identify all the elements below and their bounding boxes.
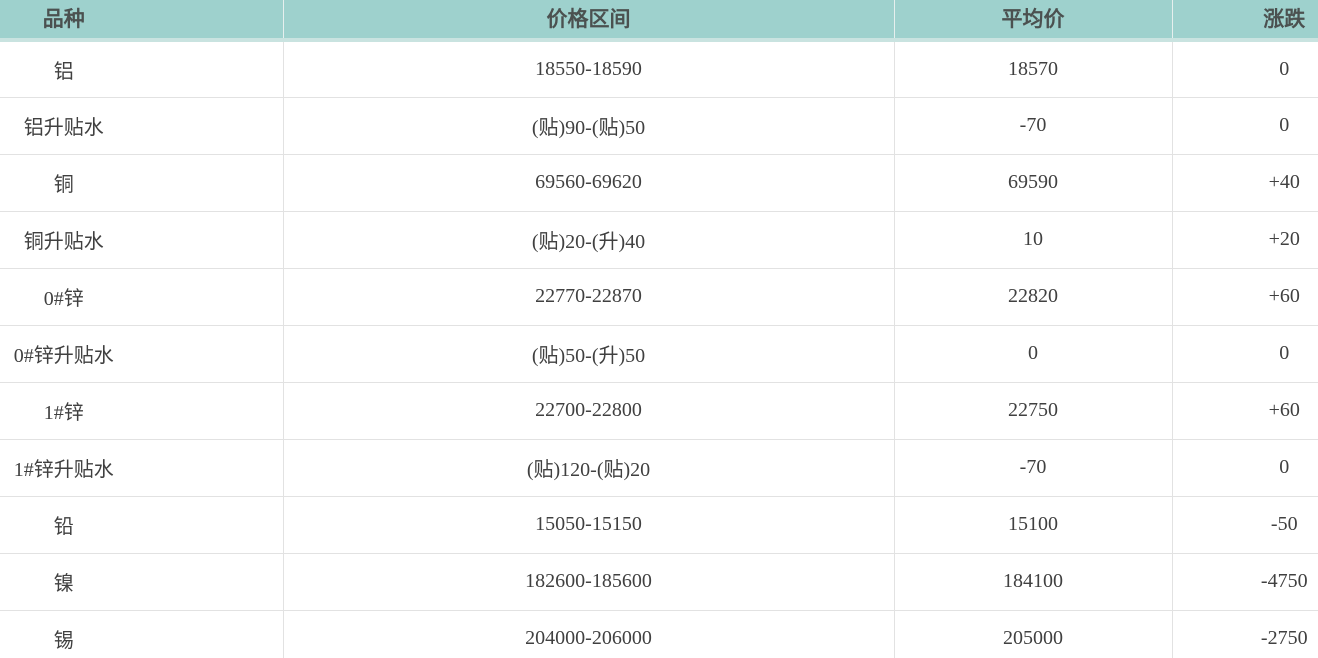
cell-variety: 镍: [0, 553, 284, 611]
col-header-price-range: 价格区间: [283, 0, 895, 42]
cell-price-range: 182600-185600: [283, 553, 895, 611]
cell-change: -4750: [1172, 553, 1318, 611]
cell-change: 0: [1172, 439, 1318, 497]
cell-average-price: 18570: [894, 40, 1173, 98]
table-row: 铝 18550-18590 18570 0: [0, 40, 1318, 98]
cell-variety: 铝: [0, 40, 284, 98]
cell-variety: 锡: [0, 610, 284, 658]
cell-change: -50: [1172, 496, 1318, 554]
cell-price-range: 69560-69620: [283, 154, 895, 212]
cell-average-price: -70: [894, 97, 1173, 155]
cell-price-range: 15050-15150: [283, 496, 895, 554]
cell-average-price: 0: [894, 325, 1173, 383]
cell-change: +60: [1172, 268, 1318, 326]
cell-average-price: 22820: [894, 268, 1173, 326]
cell-average-price: -70: [894, 439, 1173, 497]
cell-variety: 1#锌升贴水: [0, 439, 284, 497]
cell-change: +20: [1172, 211, 1318, 269]
table-row: 锡 204000-206000 205000 -2750: [0, 610, 1318, 658]
cell-change: 0: [1172, 325, 1318, 383]
cell-variety: 铜: [0, 154, 284, 212]
table-row: 铜升贴水 (贴)20-(升)40 10 +20: [0, 211, 1318, 269]
header-row: 品种 价格区间 平均价 涨跌: [0, 0, 1318, 42]
cell-price-range: 18550-18590: [283, 40, 895, 98]
cell-average-price: 10: [894, 211, 1173, 269]
cell-price-range: (贴)120-(贴)20: [283, 439, 895, 497]
cell-change: 0: [1172, 40, 1318, 98]
cell-price-range: 204000-206000: [283, 610, 895, 658]
cell-variety: 铝升贴水: [0, 97, 284, 155]
cell-change: +60: [1172, 382, 1318, 440]
col-header-change: 涨跌: [1172, 0, 1318, 42]
cell-price-range: 22700-22800: [283, 382, 895, 440]
table-row: 铜 69560-69620 69590 +40: [0, 154, 1318, 212]
cell-variety: 0#锌升贴水: [0, 325, 284, 383]
cell-variety: 0#锌: [0, 268, 284, 326]
cell-change: +40: [1172, 154, 1318, 212]
table-row: 0#锌 22770-22870 22820 +60: [0, 268, 1318, 326]
col-header-variety: 品种: [0, 0, 284, 42]
cell-average-price: 205000: [894, 610, 1173, 658]
cell-variety: 1#锌: [0, 382, 284, 440]
cell-price-range: 22770-22870: [283, 268, 895, 326]
cell-price-range: (贴)50-(升)50: [283, 325, 895, 383]
table-row: 铝升贴水 (贴)90-(贴)50 -70 0: [0, 97, 1318, 155]
table-row: 0#锌升贴水 (贴)50-(升)50 0 0: [0, 325, 1318, 383]
cell-variety: 铅: [0, 496, 284, 554]
cell-price-range: (贴)20-(升)40: [283, 211, 895, 269]
table-row: 铅 15050-15150 15100 -50: [0, 496, 1318, 554]
col-header-average-price: 平均价: [894, 0, 1173, 42]
cell-change: -2750: [1172, 610, 1318, 658]
cell-average-price: 15100: [894, 496, 1173, 554]
table-row: 镍 182600-185600 184100 -4750: [0, 553, 1318, 611]
table-row: 1#锌升贴水 (贴)120-(贴)20 -70 0: [0, 439, 1318, 497]
table-row: 1#锌 22700-22800 22750 +60: [0, 382, 1318, 440]
cell-change: 0: [1172, 97, 1318, 155]
cell-price-range: (贴)90-(贴)50: [283, 97, 895, 155]
cell-average-price: 22750: [894, 382, 1173, 440]
cell-average-price: 184100: [894, 553, 1173, 611]
table-body: 铝 18550-18590 18570 0 铝升贴水 (贴)90-(贴)50 -…: [0, 40, 1318, 658]
cell-variety: 铜升贴水: [0, 211, 284, 269]
cell-average-price: 69590: [894, 154, 1173, 212]
